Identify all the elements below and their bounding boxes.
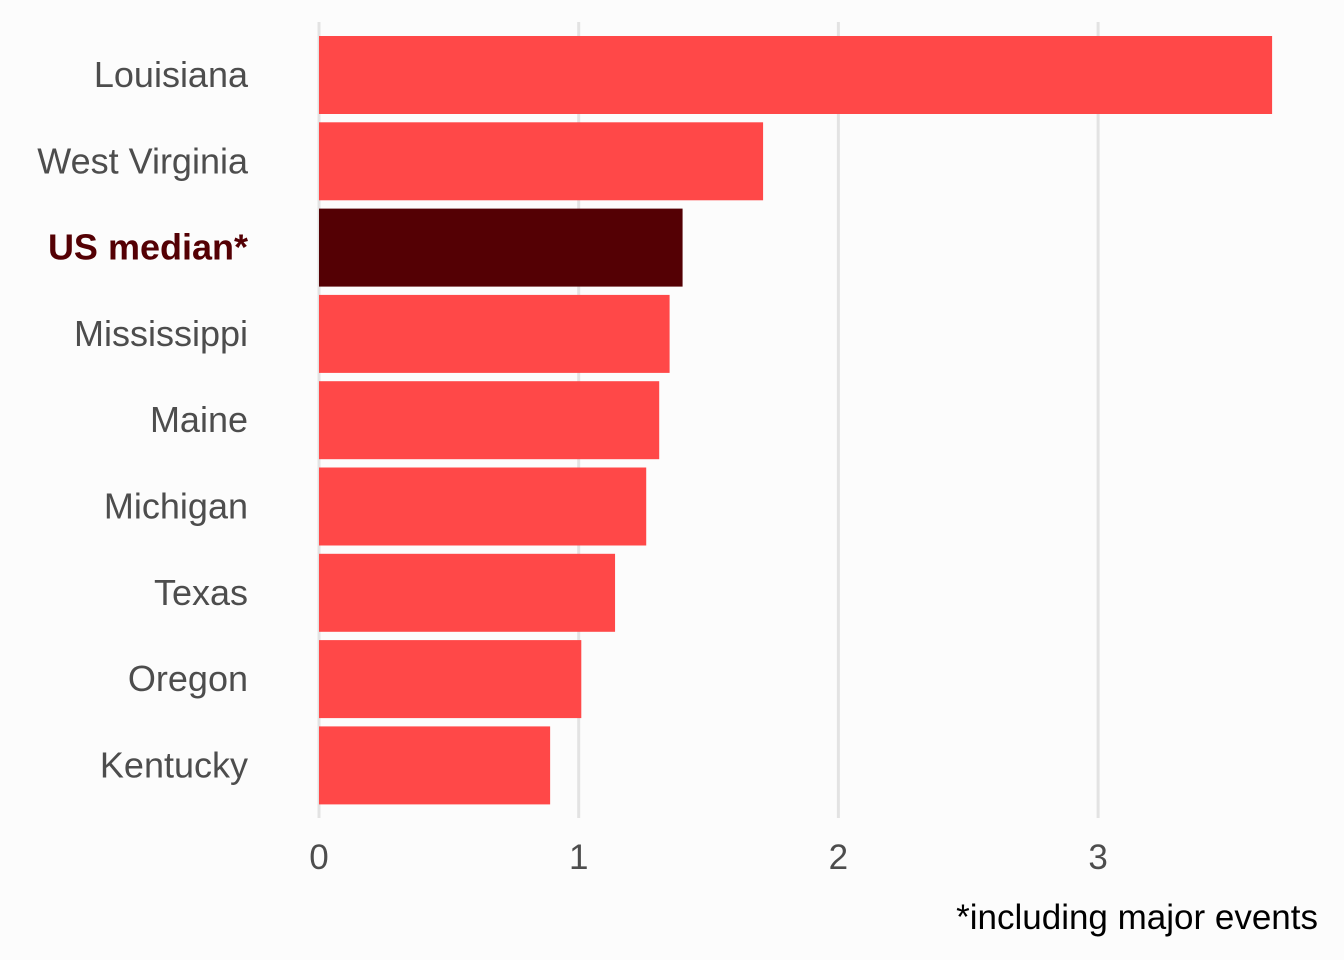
category-label-west-virginia: West Virginia	[37, 140, 249, 181]
bar-us-median	[319, 208, 683, 287]
bars	[319, 36, 1273, 805]
category-label-oregon: Oregon	[128, 658, 248, 699]
category-label-michigan: Michigan	[104, 486, 248, 527]
x-tick-labels: 0 1 2 3	[309, 838, 1108, 877]
category-label-mississippi: Mississippi	[74, 313, 248, 354]
bar-oregon	[319, 640, 582, 719]
x-tick-label-0: 0	[309, 838, 328, 877]
category-label-texas: Texas	[154, 572, 248, 613]
bar-kentucky	[319, 726, 551, 805]
bar-maine	[319, 381, 660, 460]
category-label-maine: Maine	[150, 399, 248, 440]
bar-texas	[319, 553, 616, 632]
category-labels: Louisiana West Virginia US median* Mississi…	[37, 54, 249, 785]
x-tick-label-3: 3	[1088, 838, 1107, 877]
x-tick-label-2: 2	[829, 838, 848, 877]
category-label-us-median: US median*	[48, 227, 248, 268]
bar-louisiana	[319, 36, 1273, 114]
category-label-louisiana: Louisiana	[94, 54, 249, 95]
x-tick-label-1: 1	[569, 838, 588, 877]
category-label-kentucky: Kentucky	[100, 744, 248, 785]
bar-michigan	[319, 467, 647, 546]
bar-west-virginia	[319, 122, 764, 201]
chart-caption: *including major events	[956, 898, 1318, 937]
bar-mississippi	[319, 294, 670, 373]
